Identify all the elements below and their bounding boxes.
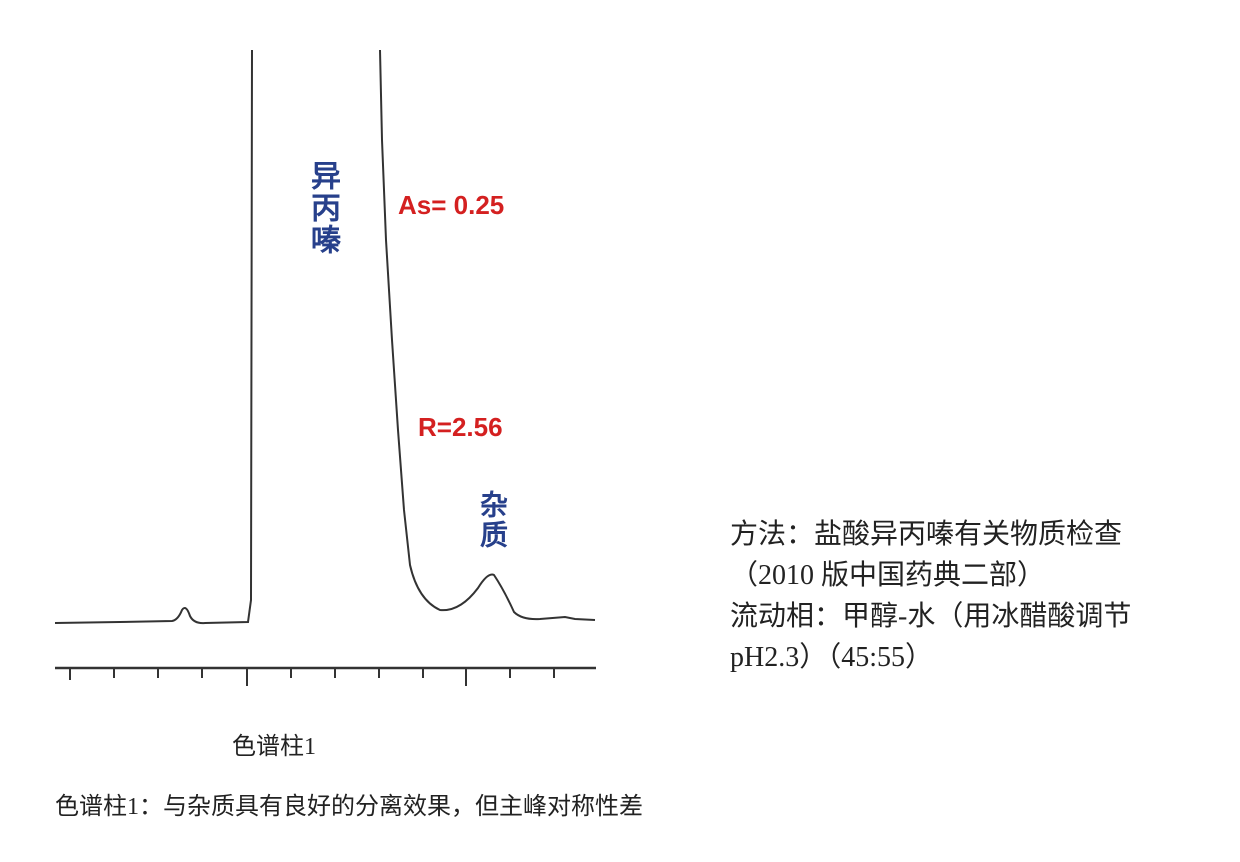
caption: 色谱柱1：与杂质具有良好的分离效果，但主峰对称性差 [55,794,643,820]
axis-ticks [69,668,555,686]
axis-label: 色谱柱1 [232,734,316,760]
method-line: （2010 版中国药典二部） [730,560,1046,591]
impurity-label: 杂质 [477,490,508,550]
method-line: 流动相：甲醇-水（用冰醋酸调节 [730,601,1132,632]
main-peak-label: 异丙嗪 [306,160,339,256]
resolution: R=2.56 [418,412,503,442]
asymmetry: As= 0.25 [398,190,505,220]
method-line: pH2.3）（45:55） [730,642,934,673]
trace [54,49,596,625]
method: 方法：盐酸异丙嗪有关物质检查 （2010 版中国药典二部） 流动相：甲醇-水（用冰醋… [730,514,1131,678]
method-line: 方法：盐酸异丙嗪有关物质检查 [730,519,1123,550]
